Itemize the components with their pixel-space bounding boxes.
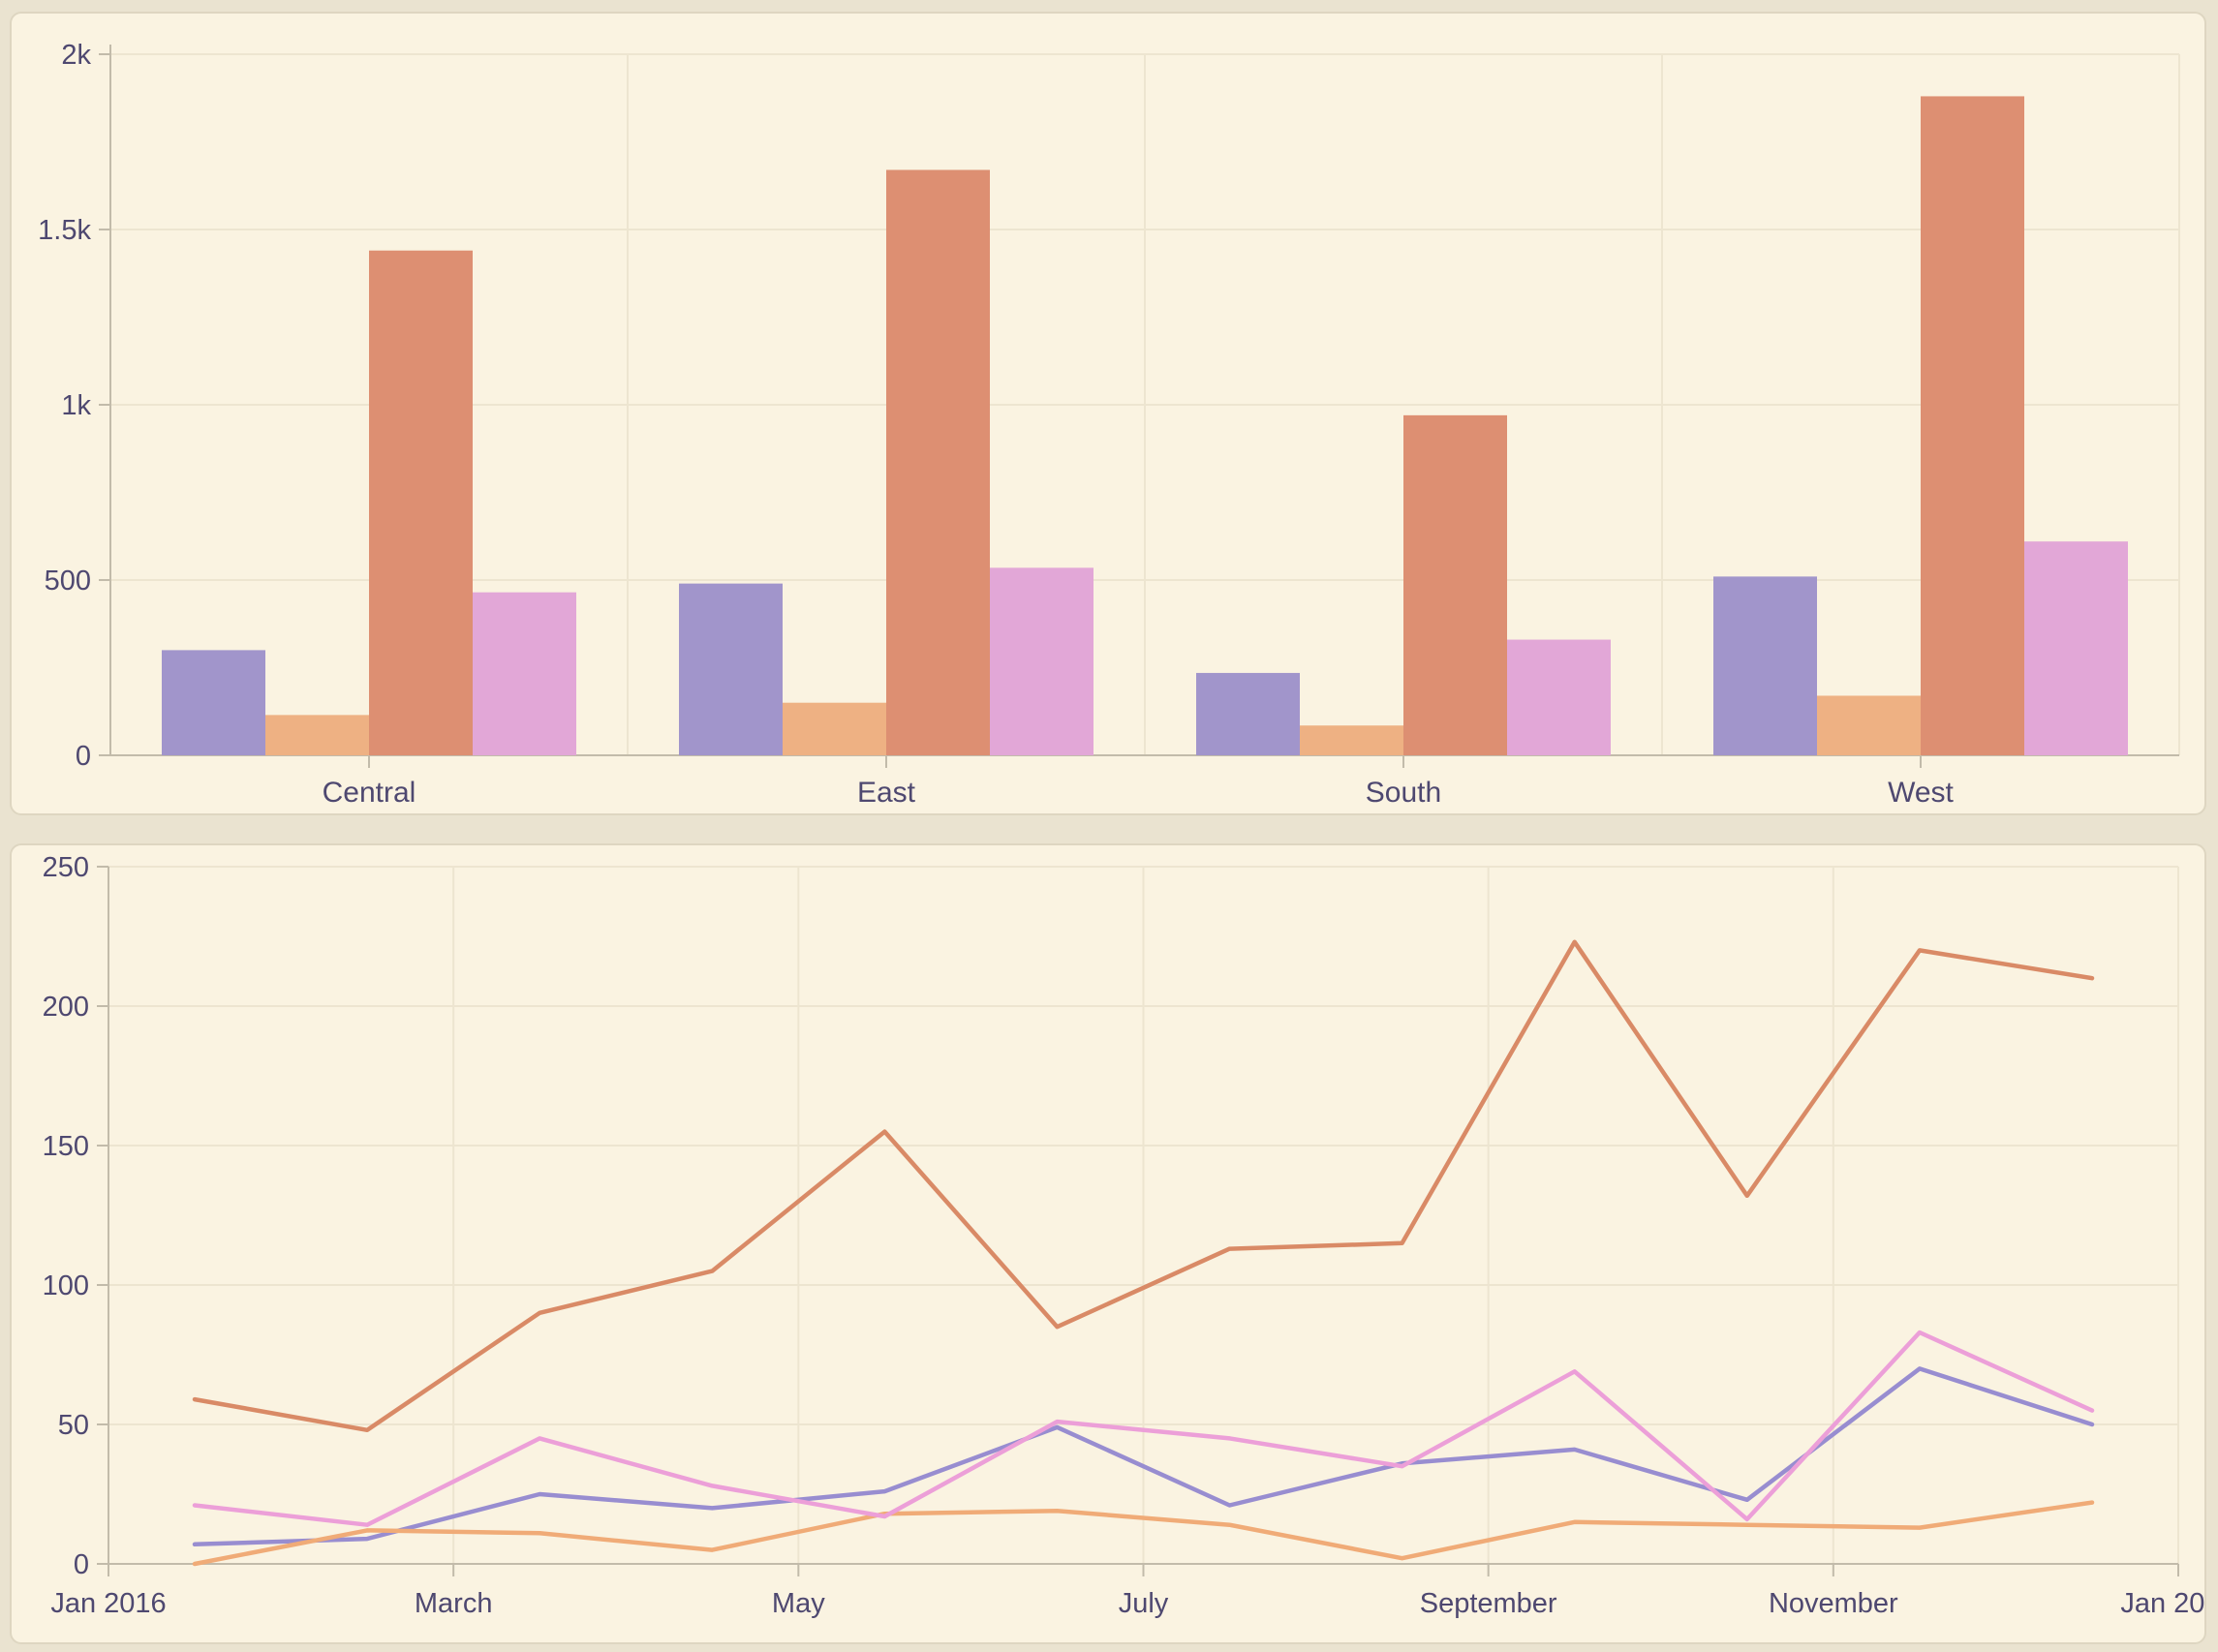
bar-south-purple[interactable]: [1196, 672, 1300, 755]
x-tick-label: March: [415, 1588, 493, 1619]
x-tick-label: September: [1420, 1588, 1557, 1619]
bar-chart: 0 500 1k 1.5k 2k Central East South West: [38, 40, 2180, 809]
y-tick-label: 1.5k: [38, 215, 91, 246]
line-chart-panel: 0 50 100 150 200 250 Jan 2016 March May July Septe…: [10, 843, 2206, 1644]
y-tick-label: 50: [58, 1410, 89, 1441]
x-tick-label: Jan 2017: [2120, 1588, 2206, 1619]
line-purple[interactable]: [192, 1366, 2095, 1547]
bar-east-purple[interactable]: [679, 583, 783, 755]
bar-central-orchid[interactable]: [473, 592, 576, 755]
y-tick-label: 2k: [61, 40, 91, 71]
bar-central-salmon[interactable]: [369, 250, 473, 756]
y-tick-label: 500: [45, 566, 91, 597]
bar-south-peach[interactable]: [1300, 725, 1403, 755]
y-tick-label: 250: [43, 852, 89, 883]
bar-east-orchid[interactable]: [990, 567, 1094, 755]
x-tick-label: July: [1119, 1588, 1169, 1619]
category-label: South: [1366, 777, 1441, 809]
y-tick-label: 1k: [61, 390, 91, 421]
line-orchid[interactable]: [192, 1330, 2095, 1527]
y-tick-label: 150: [43, 1131, 89, 1162]
y-tick-label: 0: [76, 741, 91, 772]
line-peach[interactable]: [192, 1500, 2095, 1567]
bar-central-purple[interactable]: [162, 650, 265, 755]
x-tick-label: November: [1769, 1588, 1898, 1619]
category-label: West: [1888, 777, 1954, 809]
bar-west-purple[interactable]: [1713, 576, 1817, 755]
y-tick-label: 0: [74, 1549, 89, 1580]
bar-chart-panel: 0 500 1k 1.5k 2k Central East South West: [10, 12, 2206, 815]
bar-central-peach[interactable]: [265, 715, 369, 755]
y-tick-label: 100: [43, 1270, 89, 1301]
bar-south-salmon[interactable]: [1403, 414, 1507, 755]
category-label: East: [857, 777, 916, 809]
x-tick-label: May: [772, 1588, 825, 1619]
line-chart: 0 50 100 150 200 250 Jan 2016 March May July Septe…: [43, 852, 2206, 1619]
line-salmon[interactable]: [192, 939, 2095, 1433]
y-tick-label: 200: [43, 992, 89, 1023]
category-label: Central: [323, 777, 416, 809]
bar-west-salmon[interactable]: [1921, 96, 2024, 755]
bar-west-orchid[interactable]: [2024, 541, 2128, 755]
bar-east-salmon[interactable]: [886, 169, 990, 755]
bar-east-peach[interactable]: [783, 702, 886, 755]
x-tick-label: Jan 2016: [50, 1588, 166, 1619]
bar-west-peach[interactable]: [1817, 695, 1921, 755]
bar-south-orchid[interactable]: [1507, 639, 1611, 755]
